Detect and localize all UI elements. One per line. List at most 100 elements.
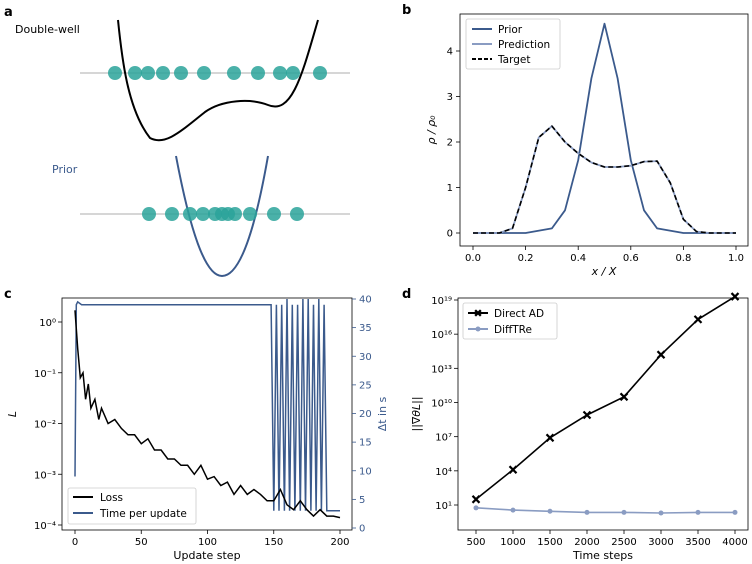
difftre-marker (510, 507, 516, 513)
series-line-time-per-update (74, 298, 340, 512)
double-well-particles (108, 66, 327, 80)
legend-loss: Loss (100, 492, 123, 504)
y-right-tick-label: 35 (359, 323, 372, 334)
x-tick-label: 1.0 (728, 253, 744, 264)
legend-time-per-update: Time per update (99, 508, 187, 520)
series-line-loss (74, 310, 341, 519)
y-tick-label: 10¹³ (431, 364, 452, 375)
panel-d-axes-frame (457, 297, 749, 531)
y-tick-label: 4 (447, 47, 453, 58)
difftre-marker (658, 510, 664, 516)
series-line-direct-ad (475, 295, 736, 500)
difftre-marker (621, 509, 627, 515)
panel-c-ylabel-right: Δt in s (376, 396, 389, 431)
series-line-prior (473, 22, 736, 234)
difftre-marker (732, 509, 738, 515)
x-tick-label: 2000 (574, 537, 599, 548)
panel-c-axes-frame (61, 297, 353, 531)
x-tick-label: 200 (330, 537, 349, 548)
y-tick-label: 10¹⁰ (431, 399, 452, 410)
x-tick-label: 0.4 (570, 253, 586, 264)
particle (128, 66, 142, 80)
x-tick-label: 0.2 (518, 253, 534, 264)
prior-label: Prior (52, 163, 78, 176)
direct-ad-marker (545, 433, 555, 443)
direct-ad-marker (471, 495, 481, 504)
x-tick-label: 1500 (537, 537, 562, 548)
x-tick-label: 1000 (500, 537, 525, 548)
panel-b-legend: Prior Prediction Target (465, 18, 561, 70)
y-tick-label: 10⁴ (435, 467, 452, 478)
y-tick-label: 0 (447, 229, 453, 240)
direct-ad-marker (730, 292, 740, 301)
y-tick-label: 10¹ (435, 501, 452, 512)
panel-b-axes-frame (459, 13, 749, 247)
y-tick-label: 2 (447, 138, 453, 149)
particle (286, 66, 300, 80)
panel-c-training-plot: 0 50 100 150 200 10⁰ 10⁻¹ 10⁻² 10⁻³ 10⁻⁴ 0 5 10 15 20 2… (6, 295, 389, 563)
series-line-difftre (475, 507, 735, 514)
y-tick-label: 10⁰ (39, 318, 56, 329)
series-line-prediction (473, 125, 736, 234)
legend-prior: Prior (498, 24, 523, 36)
difftre-marker (695, 509, 701, 515)
particle (267, 207, 281, 221)
y-tick-label: 10⁻² (34, 420, 56, 431)
y-tick-label: 10⁻¹ (34, 369, 56, 380)
y-tick-label: 10¹⁶ (431, 330, 452, 341)
particle (227, 66, 241, 80)
y-tick-label: 10¹⁹ (431, 296, 452, 307)
particle (313, 66, 327, 80)
direct-ad-marker (656, 350, 666, 359)
x-tick-label: 500 (466, 537, 485, 548)
y-tick-label: 1 (447, 183, 453, 194)
x-tick-label: 0.0 (465, 253, 481, 264)
panel-d-gradient-plot: 500 1000 1500 2000 2500 3000 3500 4000 10¹ 10⁴ 10⁷… (410, 292, 749, 562)
direct-ad-marker (582, 410, 592, 420)
particle (197, 66, 211, 80)
panel-b-density-plot: 0.0 0.2 0.4 0.6 0.8 1.0 0 1 2 3 4 x / X ρ / ρ₀ Pri… (425, 13, 749, 278)
panel-d-ylabel: ||∇θL|| (410, 396, 423, 431)
direct-ad-marker (508, 465, 518, 474)
panel-letter-a: a (4, 5, 13, 20)
y-right-tick-label: 0 (359, 524, 365, 535)
y-tick-label: 10⁻⁴ (34, 521, 56, 532)
y-right-tick-label: 30 (359, 352, 372, 363)
y-right-tick-label: 15 (359, 438, 372, 449)
y-tick-label: 3 (447, 92, 453, 103)
x-tick-label: 150 (264, 537, 283, 548)
x-tick-label: 0.8 (675, 253, 691, 264)
double-well-potential (117, 19, 319, 142)
particle (174, 66, 188, 80)
panel-letter-d: d (402, 287, 411, 302)
legend-prediction: Prediction (498, 39, 550, 51)
svg-text:✖: ✖ (473, 307, 482, 320)
particle (141, 66, 155, 80)
y-tick-label: 10⁻³ (34, 470, 56, 481)
y-right-tick-label: 25 (359, 380, 372, 391)
prior-particles (142, 207, 304, 221)
legend-difftre: DiffTRe (494, 324, 532, 336)
y-right-tick-label: 20 (359, 409, 372, 420)
particle (108, 66, 122, 80)
y-right-tick-label: 40 (359, 295, 372, 306)
particle (251, 66, 265, 80)
panel-d-xlabel: Time steps (572, 549, 633, 562)
particle (196, 207, 210, 221)
panel-letter-c: c (4, 287, 12, 302)
panel-b-xlabel: x / X (591, 265, 617, 278)
panel-c-ylabel-left: L (6, 411, 19, 417)
panel-a-schematic: Double-well Prior (15, 19, 350, 278)
panel-c-legend: Loss Time per update (67, 487, 197, 525)
direct-ad-marker (619, 392, 629, 402)
x-tick-label: 100 (198, 537, 217, 548)
y-right-tick-label: 5 (359, 495, 365, 506)
x-tick-label: 4000 (722, 537, 747, 548)
particle (273, 66, 287, 80)
particle (243, 207, 257, 221)
panel-d-legend: ✖ Direct AD DiffTRe (462, 302, 558, 340)
difftre-marker (584, 509, 590, 515)
x-tick-label: 0.6 (623, 253, 639, 264)
series-line-target (473, 125, 736, 234)
